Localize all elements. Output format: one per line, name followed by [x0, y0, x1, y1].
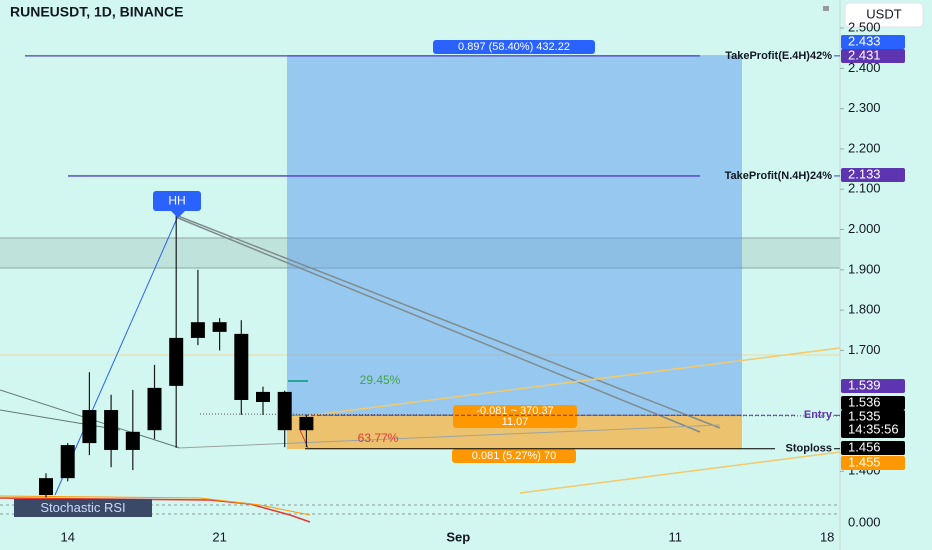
x-tick-label: 18 — [820, 529, 834, 544]
trend-line — [177, 215, 721, 429]
position-label-bg — [452, 449, 576, 463]
trend-line — [289, 347, 841, 419]
position-label: 0.081 (5.27%) 70 — [472, 450, 556, 462]
trend-line — [177, 424, 721, 449]
x-tick-label: 21 — [212, 529, 226, 544]
indicator-tick-label: 0.000 — [848, 514, 881, 529]
y-tick-label: 1.900 — [848, 261, 881, 276]
price-label: 1.536 — [848, 394, 881, 409]
annotation: 29.45% — [360, 373, 401, 387]
y-tick-label: 2.200 — [848, 140, 881, 155]
position-label: 0.897 (58.40%) 432.22 — [458, 41, 570, 53]
indicator-name: Stochastic RSI — [40, 500, 125, 515]
candle-body — [190, 322, 205, 338]
y-tick-label: 2.300 — [848, 100, 881, 115]
price-label-bg — [841, 168, 905, 182]
position-label-bg — [453, 405, 577, 428]
candle-body — [234, 333, 249, 400]
candle-body — [277, 391, 292, 431]
price-label-bg — [841, 410, 905, 438]
target-zone — [287, 55, 742, 416]
price-label: 2.133 — [848, 166, 881, 181]
price-label: 1.539 — [848, 377, 881, 392]
level-label: TakeProfit(N.4H)24% — [725, 170, 833, 182]
callout-tip — [171, 211, 185, 218]
indicator-badge — [14, 499, 152, 517]
candle-body — [212, 322, 227, 332]
candle-body — [125, 431, 140, 450]
annotation: 63.77% — [358, 431, 399, 445]
candle-body — [104, 410, 119, 450]
candle-body — [60, 445, 75, 479]
price-label: 1.535 — [848, 408, 881, 423]
y-tick-label: 2.000 — [848, 221, 881, 236]
icon — [823, 6, 829, 11]
level-label: TakeProfit(E.4H)42% — [725, 50, 832, 62]
level-label: Stoploss — [786, 443, 832, 455]
price-label: 2.431 — [848, 47, 881, 62]
candle-body — [169, 337, 184, 386]
annotation: HH — [168, 194, 185, 208]
position-label: -0.081 ~ 370.37 — [476, 405, 553, 417]
price-label-bg — [841, 456, 905, 470]
trend-line — [177, 217, 701, 433]
price-label: 2.433 — [848, 33, 881, 48]
currency-button[interactable] — [844, 2, 924, 28]
position-tool — [287, 55, 742, 450]
candle-body — [299, 416, 314, 431]
price-label-bg — [841, 379, 905, 393]
y-tick-label: 1.700 — [848, 342, 881, 357]
y-tick-label: 2.100 — [848, 181, 881, 196]
y-tick-label: 2.400 — [848, 60, 881, 75]
trend-line — [0, 409, 121, 431]
price-label: 1.455 — [848, 454, 881, 469]
trend-line — [519, 451, 841, 494]
candle-body — [39, 478, 54, 496]
currency[interactable]: USDT — [866, 6, 901, 21]
trend-line — [54, 215, 179, 496]
candle-body — [256, 391, 271, 402]
price-label: 1.456 — [848, 439, 881, 454]
y-tick-label: 1.800 — [848, 302, 881, 317]
callout-bg — [153, 191, 201, 211]
indicator-line — [0, 495, 311, 516]
y-tick-label: 2.500 — [848, 19, 881, 34]
level-label: Entry — [804, 409, 833, 421]
price-label-bg — [841, 396, 905, 410]
x-tick-label: 11 — [669, 529, 683, 544]
candle-body — [82, 410, 97, 444]
countdown: 14:35:56 — [848, 421, 899, 436]
position-label: 11.07 — [502, 416, 529, 428]
price-label-bg — [841, 49, 905, 63]
position-label-bg — [433, 40, 595, 54]
candle-body — [147, 387, 162, 431]
x-tick-label: 14 — [60, 529, 74, 544]
chart-title: RUNEUSDT, 1D, BINANCE — [10, 4, 183, 20]
price-label-bg — [841, 441, 905, 455]
price-label-bg — [841, 35, 905, 49]
x-tick-label: Sep — [446, 529, 470, 544]
